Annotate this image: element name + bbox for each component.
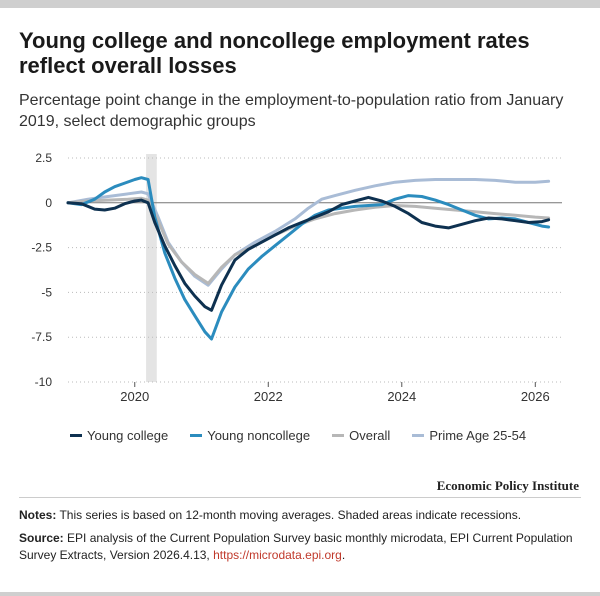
legend-swatch-young-college — [70, 433, 82, 437]
legend-swatch-prime-age — [412, 433, 425, 437]
y-tick-label: 2.5 — [35, 151, 52, 165]
source-text: EPI analysis of the Current Population S… — [19, 531, 573, 562]
legend-item-young-college[interactable]: Young college — [70, 428, 168, 443]
line-chart: 2.5 0 -2.5 -5 -7.5 -10 2020 2022 2024 2026 — [31, 151, 562, 404]
notes: Notes: This series is based on 12-month … — [19, 507, 584, 524]
x-tick-label: 2022 — [254, 389, 283, 404]
organization-logo-text: Economic Policy Institute — [436, 478, 579, 493]
x-tick-label: 2024 — [387, 389, 416, 404]
source-label: Source: — [19, 531, 64, 545]
bottom-border — [0, 592, 600, 596]
source-suffix: . — [341, 548, 346, 562]
notes-text: This series is based on 12-month moving … — [56, 508, 522, 522]
y-tick-label: -10 — [35, 375, 53, 389]
legend-item-young-noncollege[interactable]: Young noncollege — [190, 428, 310, 443]
recession-band — [146, 154, 157, 382]
x-tick-label: 2026 — [521, 389, 550, 404]
legend-swatch-overall — [332, 433, 345, 437]
y-tick-label: -5 — [41, 285, 52, 299]
series-line-overall — [66, 196, 551, 285]
legend-label-young-noncollege: Young noncollege — [207, 427, 311, 443]
legend-label-overall: Overall — [349, 427, 391, 443]
x-tick-label: 2020 — [120, 389, 149, 404]
legend-label-prime-age: Prime Age 25-54 — [429, 427, 527, 443]
y-tick-label: 0 — [45, 196, 52, 210]
source-link[interactable]: https://microdata.epi.org — [213, 548, 342, 562]
y-tick-label: -2.5 — [31, 241, 52, 255]
legend-item-prime-age[interactable]: Prime Age 25-54 — [412, 428, 526, 443]
notes-label: Notes: — [19, 508, 57, 522]
source: Source: EPI analysis of the Current Popu… — [19, 530, 584, 564]
chart-title: Young college and noncollege employment … — [19, 28, 530, 78]
y-tick-label: -7.5 — [31, 330, 52, 344]
legend-label-young-college: Young college — [87, 427, 169, 443]
footer-divider — [19, 497, 581, 498]
legend-swatch-young-noncollege — [190, 433, 203, 437]
series-line-young-noncollege — [66, 176, 551, 341]
series-line-prime-age-25-54 — [66, 178, 551, 287]
series-line-young-college — [66, 195, 551, 312]
top-border — [0, 0, 600, 8]
legend: Young college Young noncollege Overall P… — [70, 425, 548, 445]
chart-subtitle: Percentage point change in the employmen… — [19, 92, 564, 130]
legend-item-overall[interactable]: Overall — [332, 428, 390, 443]
